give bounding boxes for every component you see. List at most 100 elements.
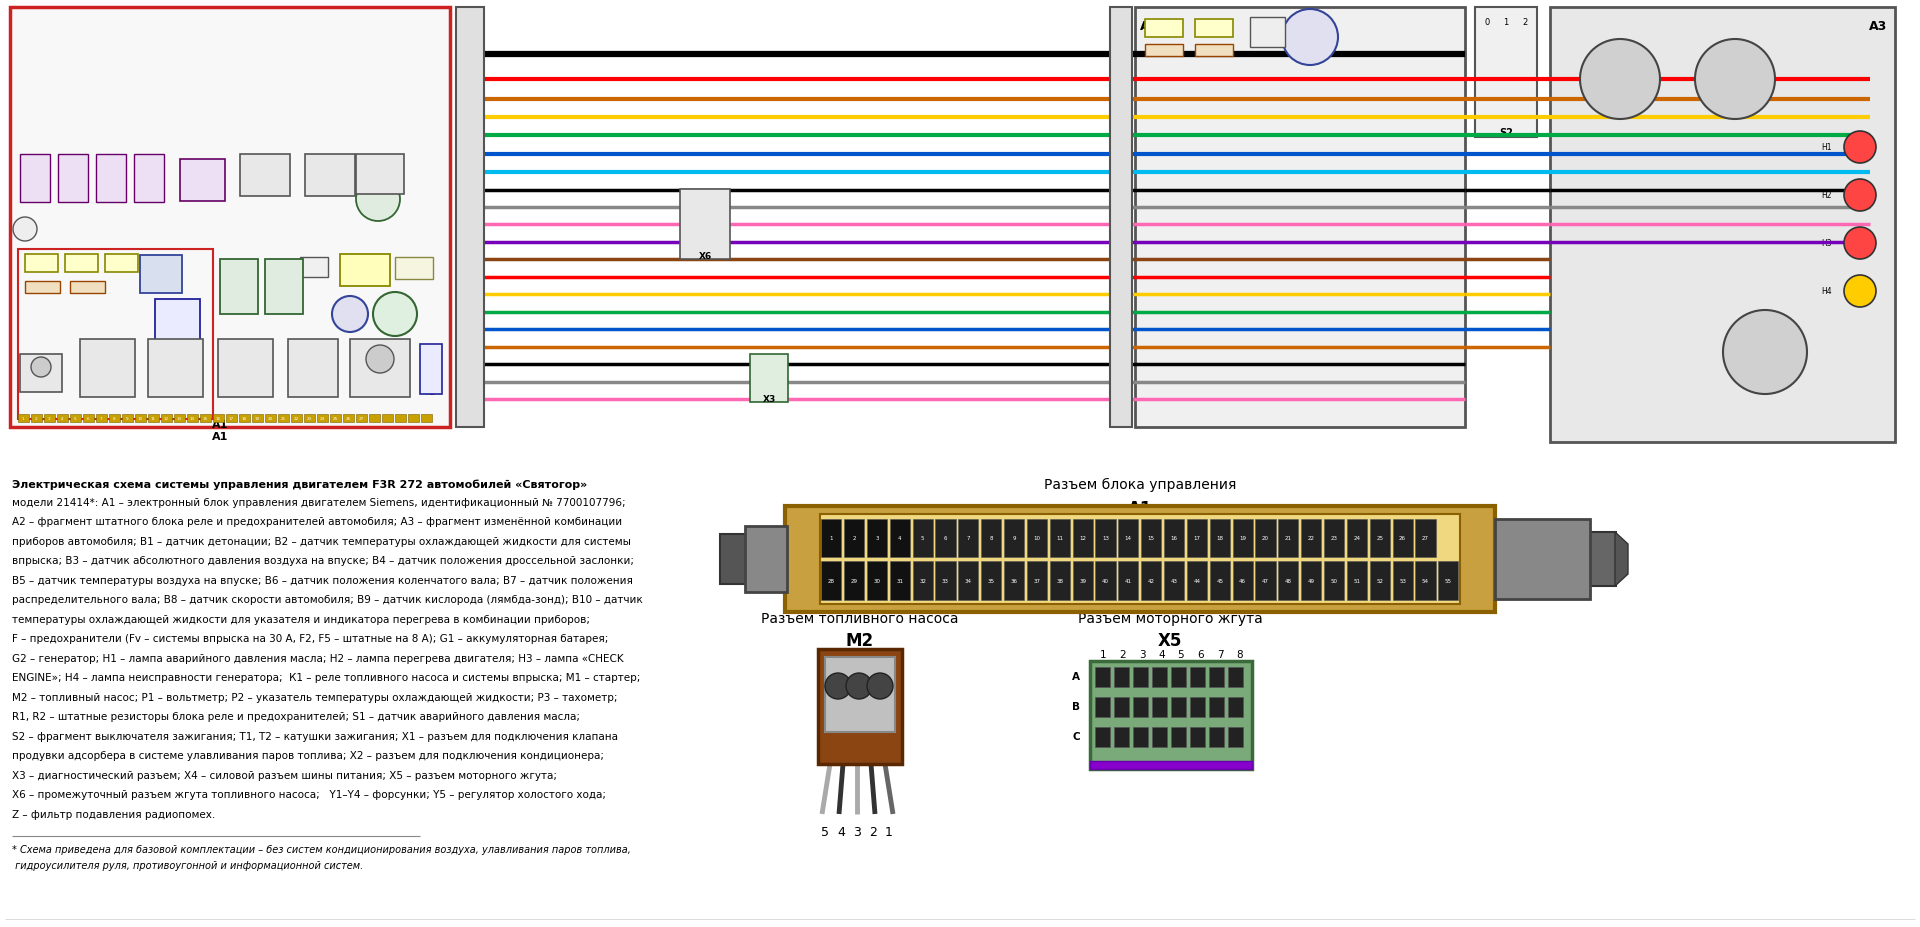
Bar (288, 339, 338, 398)
Bar (1256, 519, 1275, 558)
Text: A: A (1071, 671, 1079, 681)
Bar (1073, 561, 1092, 600)
Text: 46: 46 (1238, 578, 1246, 583)
Bar (1114, 727, 1129, 747)
Bar (305, 155, 355, 197)
Bar (1475, 8, 1538, 138)
Bar (96, 414, 108, 423)
Bar (457, 8, 484, 427)
Bar (1325, 561, 1344, 600)
Bar (221, 260, 257, 314)
Text: A2: A2 (1140, 20, 1158, 33)
Text: B3: B3 (169, 364, 182, 373)
Text: 3: 3 (48, 416, 50, 421)
Text: H3: H3 (1822, 239, 1832, 248)
Text: распределительного вала; В8 – датчик скорости автомобиля; В9 – датчик кислорода : распределительного вала; В8 – датчик ско… (12, 594, 643, 604)
Circle shape (367, 346, 394, 374)
Bar (1091, 661, 1252, 769)
Bar (134, 155, 163, 203)
Bar (845, 561, 864, 600)
Text: 25: 25 (1377, 536, 1382, 540)
Text: 34: 34 (966, 578, 972, 583)
Text: 3: 3 (876, 536, 879, 540)
Text: H2: H2 (1822, 191, 1832, 200)
Bar (1135, 8, 1465, 427)
Text: G2 – генератор; Н1 – лампа аварийного давления масла; Н2 – лампа перегрева двига: G2 – генератор; Н1 – лампа аварийного да… (12, 653, 624, 663)
Bar (1144, 44, 1183, 57)
Text: M1: M1 (344, 311, 357, 319)
Text: 19: 19 (255, 416, 259, 421)
Bar (912, 561, 933, 600)
Text: R2: R2 (83, 283, 92, 292)
Text: H4: H4 (1855, 287, 1866, 297)
Text: 39: 39 (1079, 578, 1087, 583)
Text: 44: 44 (1194, 578, 1200, 583)
Text: 29: 29 (851, 578, 858, 583)
Bar (1187, 561, 1208, 600)
Bar (420, 345, 442, 395)
Text: 5: 5 (1177, 649, 1185, 659)
Bar (1415, 519, 1436, 558)
Bar (1250, 18, 1284, 48)
Bar (219, 339, 273, 398)
Text: A: A (428, 362, 434, 368)
Text: 21: 21 (280, 416, 286, 421)
Bar (1050, 561, 1069, 600)
Text: H1: H1 (1855, 144, 1866, 152)
Circle shape (13, 218, 36, 242)
Text: 35: 35 (987, 578, 995, 583)
Bar (1096, 519, 1116, 558)
Text: +: + (353, 257, 363, 270)
Bar (1004, 561, 1023, 600)
Text: T2: T2 (278, 282, 290, 291)
Bar (1194, 20, 1233, 38)
Text: B7: B7 (372, 171, 386, 179)
Bar (1171, 667, 1187, 687)
Text: Z – фильтр подавления радиопомех.: Z – фильтр подавления радиопомех. (12, 808, 215, 819)
Text: S2: S2 (171, 348, 184, 357)
Bar (31, 414, 42, 423)
Text: X5: X5 (1158, 631, 1183, 649)
Bar (1302, 561, 1321, 600)
Bar (1210, 561, 1231, 600)
Text: 23: 23 (1331, 536, 1338, 540)
Bar (330, 414, 342, 423)
Text: 8: 8 (989, 536, 993, 540)
Text: 53: 53 (1400, 578, 1405, 583)
Bar (1133, 727, 1148, 747)
Text: гидроусилителя руля, противоугонной и информационной систем.: гидроусилителя руля, противоугонной и ин… (12, 860, 363, 870)
Bar (1140, 561, 1162, 600)
Bar (958, 519, 979, 558)
Bar (1144, 20, 1183, 38)
Circle shape (1843, 132, 1876, 164)
Text: A1: A1 (1127, 500, 1152, 517)
Text: приборов автомобиля; В1 – датчик детонации; В2 – датчик температуры охлаждающей : приборов автомобиля; В1 – датчик детонац… (12, 536, 632, 546)
Bar (1346, 561, 1367, 600)
Bar (720, 535, 749, 584)
Text: B4: B4 (238, 364, 252, 373)
Text: M2: M2 (847, 631, 874, 649)
Text: 41: 41 (1125, 578, 1133, 583)
Bar (252, 414, 263, 423)
Bar (292, 414, 301, 423)
Bar (822, 519, 841, 558)
Text: R1, R2 – штатные резисторы блока реле и предохранителей; S1 – датчик аварийного : R1, R2 – штатные резисторы блока реле и … (12, 711, 580, 721)
Text: 17: 17 (1194, 536, 1200, 540)
Bar (19, 155, 50, 203)
Text: 1: 1 (1503, 18, 1509, 27)
Bar (1094, 727, 1110, 747)
Bar (407, 414, 419, 423)
Bar (96, 155, 127, 203)
Bar (265, 260, 303, 314)
Bar (186, 414, 198, 423)
Text: 54: 54 (1423, 578, 1428, 583)
Bar (845, 519, 864, 558)
Bar (1027, 519, 1046, 558)
Text: X1: X1 (309, 263, 319, 273)
Text: S1: S1 (21, 227, 29, 233)
Bar (1210, 667, 1225, 687)
Bar (1152, 727, 1167, 747)
Bar (1369, 561, 1390, 600)
Text: 22: 22 (294, 416, 300, 421)
Bar (382, 414, 394, 423)
